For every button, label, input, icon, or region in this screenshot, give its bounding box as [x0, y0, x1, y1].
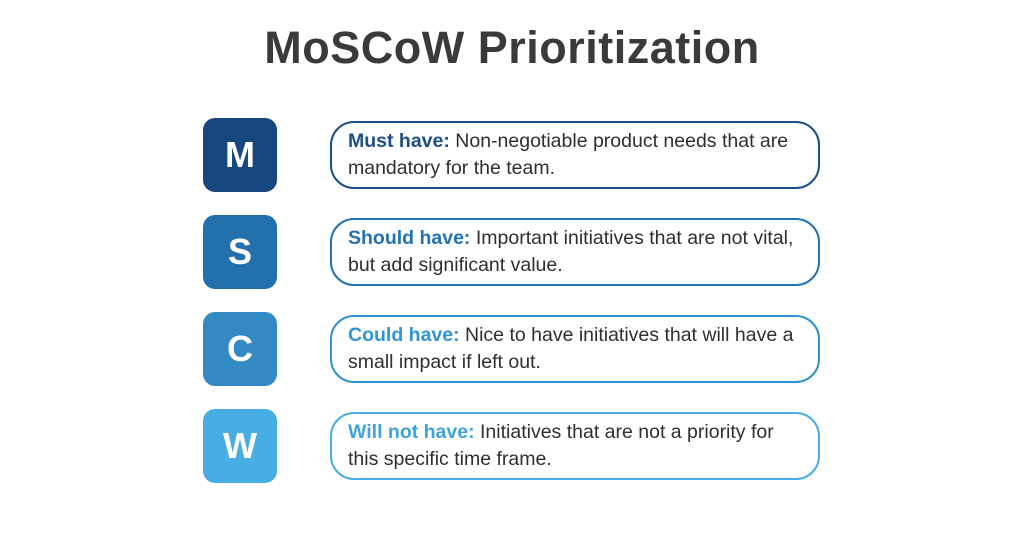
must-have-description: Non-negotiable product needs that are ma… — [348, 130, 789, 179]
row-could-have: C Could have: Nice to have initiatives t… — [203, 312, 820, 386]
will-not-have-label: Will not have: — [348, 421, 475, 443]
should-have-text: Should have: Important initiatives that … — [348, 225, 796, 279]
should-have-description: Important initiatives that are not vital… — [348, 227, 794, 276]
must-have-label: Must have: — [348, 130, 450, 152]
tile-letter: W — [223, 425, 257, 466]
row-will-not-have: W Will not have: Initiatives that are no… — [203, 409, 820, 483]
will-not-have-card: Will not have: Initiatives that are not … — [330, 412, 820, 480]
letter-tile-w: W — [203, 409, 277, 483]
must-have-card: Must have: Non-negotiable product needs … — [330, 121, 820, 189]
page-title: MoSCoW Prioritization — [264, 22, 760, 73]
priority-rows: M Must have: Non-negotiable product need… — [203, 118, 820, 483]
letter-tile-c: C — [203, 312, 277, 386]
tile-letter: C — [227, 328, 253, 369]
letter-tile-m: M — [203, 118, 277, 192]
will-not-have-text: Will not have: Initiatives that are not … — [348, 419, 796, 473]
letter-tile-s: S — [203, 215, 277, 289]
could-have-card: Could have: Nice to have initiatives tha… — [330, 315, 820, 383]
row-should-have: S Should have: Important initiatives tha… — [203, 215, 820, 289]
should-have-card: Should have: Important initiatives that … — [330, 218, 820, 286]
could-have-label: Could have: — [348, 324, 460, 346]
will-not-have-description: Initiatives that are not a priority for … — [348, 421, 774, 470]
tile-letter: S — [227, 231, 252, 272]
row-must-have: M Must have: Non-negotiable product need… — [203, 118, 820, 192]
should-have-label: Should have: — [348, 227, 471, 249]
tile-letter: M — [225, 134, 255, 175]
could-have-description: Nice to have initiatives that will have … — [348, 324, 794, 373]
must-have-text: Must have: Non-negotiable product needs … — [348, 128, 796, 182]
could-have-text: Could have: Nice to have initiatives tha… — [348, 322, 796, 376]
